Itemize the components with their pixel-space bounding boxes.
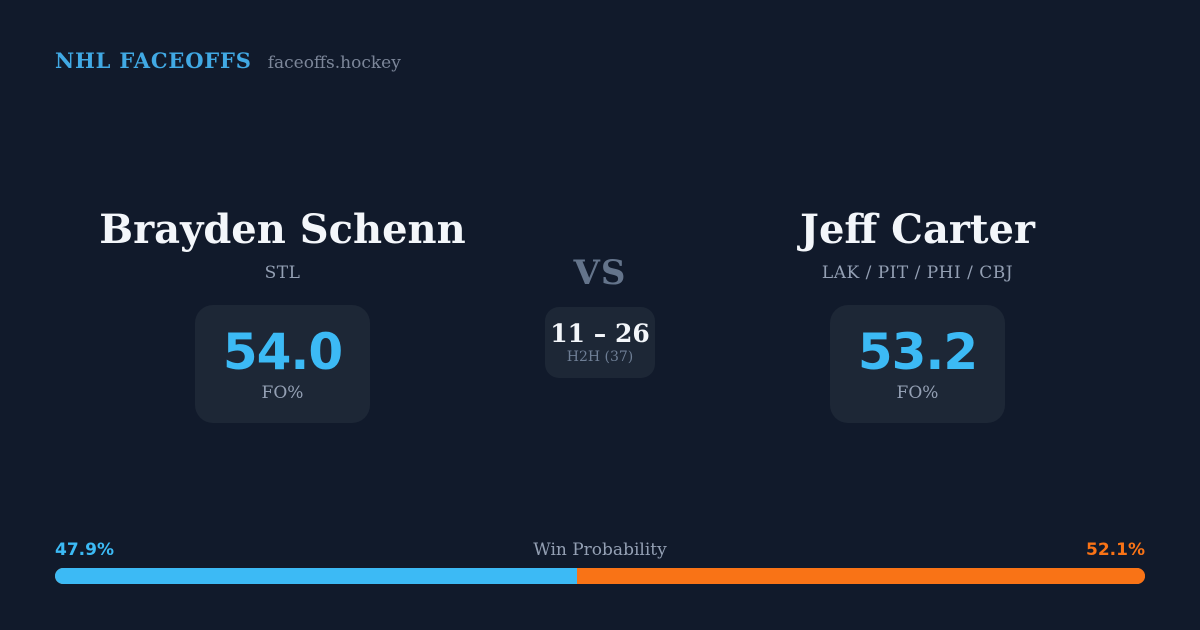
player-name: Jeff Carter: [800, 206, 1035, 253]
h2h-box: 11 – 26 H2H (37): [545, 307, 655, 378]
win-probability-bar-right: [577, 568, 1145, 584]
matchup-row: Brayden Schenn STL 54.0 FO% VS 11 – 26 H…: [55, 206, 1145, 424]
win-probability-section: 47.9% Win Probability 52.1%: [55, 540, 1145, 584]
fo-percentage: 53.2: [857, 323, 978, 382]
player-teams: LAK / PIT / PHI / CBJ: [821, 263, 1014, 283]
stat-box: 54.0 FO%: [195, 305, 370, 424]
h2h-score: 11 – 26: [550, 319, 650, 349]
left-win-pct: 47.9%: [55, 540, 114, 560]
vs-label: VS: [573, 253, 627, 293]
player-teams: STL: [264, 263, 301, 283]
win-probability-bar-left: [55, 568, 578, 584]
stat-label: FO%: [261, 382, 304, 403]
player-name: Brayden Schenn: [99, 206, 466, 253]
player-right: Jeff Carter LAK / PIT / PHI / CBJ 53.2 F…: [690, 206, 1145, 424]
h2h-label: H2H (37): [566, 348, 634, 365]
stat-box: 53.2 FO%: [830, 305, 1005, 424]
site-domain: faceoffs.hockey: [267, 53, 401, 73]
win-probability-bar: [55, 568, 1145, 584]
win-probability-labels: 47.9% Win Probability 52.1%: [55, 540, 1145, 560]
fo-percentage: 54.0: [222, 323, 343, 382]
player-left: Brayden Schenn STL 54.0 FO%: [55, 206, 510, 424]
right-win-pct: 52.1%: [1086, 540, 1145, 560]
brand-title: NHL FACEOFFS: [55, 48, 252, 73]
header: NHL FACEOFFS faceoffs.hockey: [55, 48, 401, 73]
win-probability-title: Win Probability: [533, 540, 667, 560]
vs-column: VS 11 – 26 H2H (37): [510, 207, 690, 423]
stat-label: FO%: [896, 382, 939, 403]
